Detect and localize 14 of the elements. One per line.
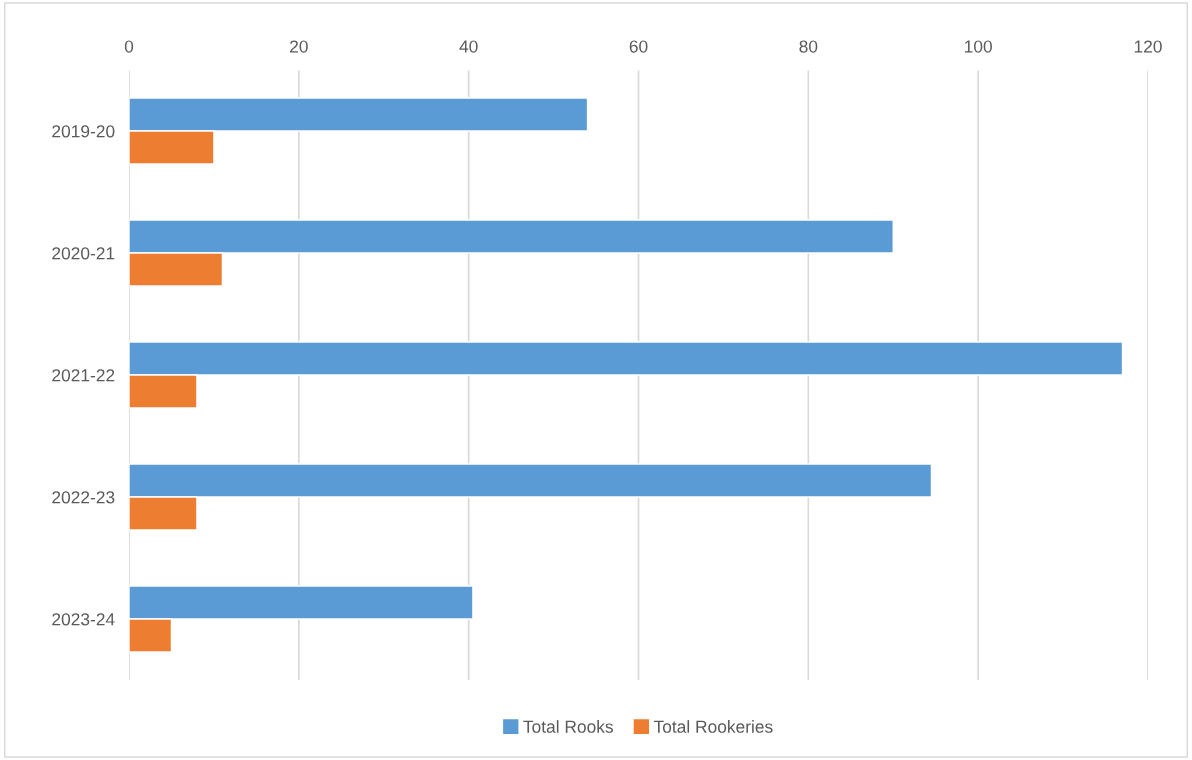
y-tick-label: 2022-23 [52,491,115,504]
legend-label: Total Rookeries [653,720,773,733]
x-tick-label: 80 [799,40,818,53]
x-tick-label: 120 [1134,40,1162,53]
x-tick-label: 60 [629,40,648,53]
y-tick-label: 2019-20 [52,125,115,138]
x-tick-label: 40 [459,40,478,53]
x-tick-label: 100 [965,40,992,53]
y-tick-label: 2023-24 [52,613,115,626]
x-tick-label: 0 [124,40,134,53]
legend-label: Total Rooks [523,720,613,733]
y-tick-label: 2021-22 [52,369,115,382]
x-tick-label: 20 [290,40,308,53]
y-tick-label: 2020-21 [52,247,115,260]
